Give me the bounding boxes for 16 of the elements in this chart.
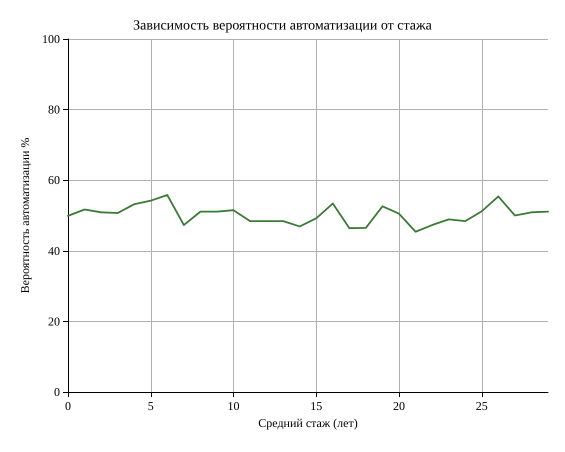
x-tick-label: 25 [476,399,488,413]
x-tick-label: 20 [393,399,406,413]
y-tick-label: 60 [48,173,60,188]
y-tick-label: 80 [48,102,60,117]
y-tick-label: 20 [48,314,60,328]
chart-title: Зависимость вероятности автоматизации от стажа [133,18,433,34]
line-series [67,194,549,233]
x-tick-label: 15 [310,399,322,413]
x-axis-title: Средний стаж (лет) [258,416,358,430]
x-tick-label: 10 [228,399,240,413]
x-tick-label: 0 [65,399,71,413]
y-tick-label: 100 [42,32,60,46]
y-tick-label: 40 [48,244,60,258]
y-axis-title: Вероятность автоматизации % [18,138,32,294]
y-tick-label: 0 [54,385,60,399]
x-tick-label: 5 [148,399,154,413]
